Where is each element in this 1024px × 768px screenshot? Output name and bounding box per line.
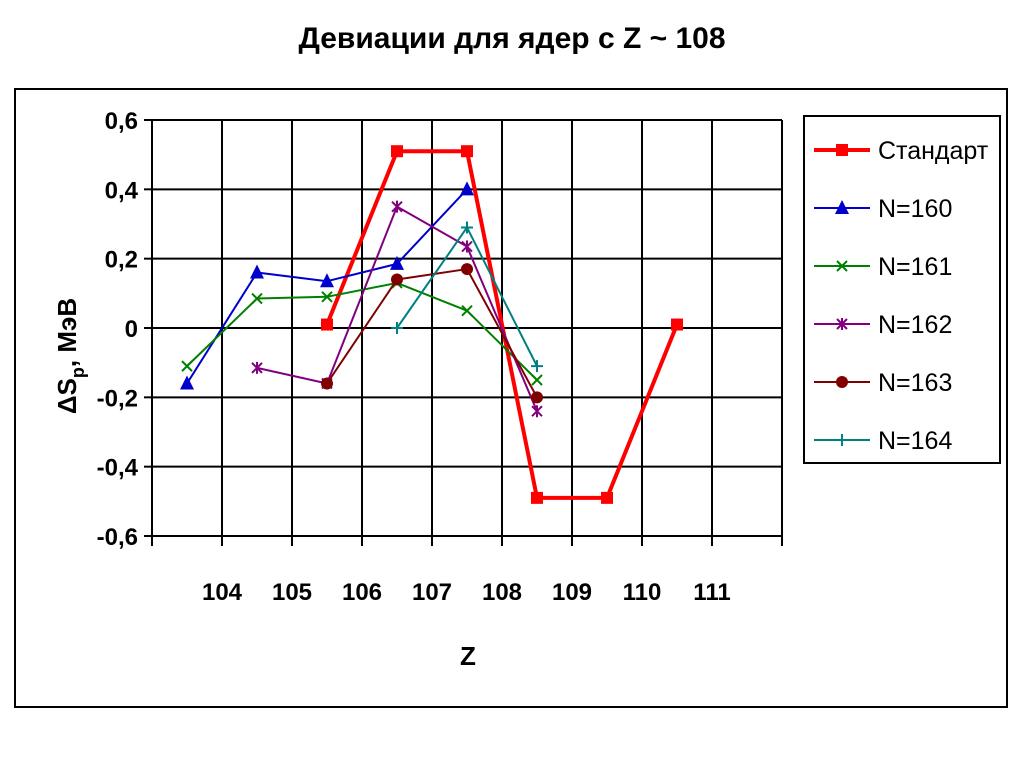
series-5 — [391, 221, 543, 373]
data-point — [531, 491, 543, 504]
data-point — [601, 491, 613, 504]
legend-label: Стандарт — [878, 137, 989, 165]
tick-labels: 0,6 0,4 0,2 0 -0,2 -0,4 -0,6 104 105 106 107 108 109… — [97, 108, 731, 606]
y-tick-label: 0,2 — [105, 247, 138, 274]
y-axis-label-sub: p — [68, 367, 88, 378]
data-point — [251, 292, 263, 305]
y-axis-label-main: ΔS — [52, 378, 82, 414]
series-line — [256, 205, 538, 412]
x-tick-label: 107 — [412, 579, 452, 606]
x-tick-label: 104 — [202, 579, 243, 606]
series-line — [326, 268, 538, 398]
data-point — [390, 255, 404, 270]
data-point — [391, 200, 403, 213]
series-line — [325, 149, 679, 500]
x-tick-label: 108 — [482, 579, 522, 606]
data-point — [391, 322, 403, 334]
legend-entry: N=162 — [814, 311, 952, 339]
legend-label: N=161 — [878, 253, 952, 281]
data-point — [531, 360, 543, 373]
y-tick-label: -0,2 — [97, 385, 138, 412]
legend-swatch-marker — [836, 434, 848, 446]
y-axis-label: ΔSp, МэВ — [52, 298, 88, 414]
axes — [144, 119, 783, 546]
data-point — [531, 374, 543, 386]
data-point — [321, 318, 333, 331]
legend-swatch-marker — [836, 260, 848, 272]
legend-entry: N=163 — [814, 369, 952, 397]
series-0 — [321, 145, 683, 504]
data-point — [461, 145, 473, 158]
data-point — [250, 264, 264, 279]
legend-entry: N=160 — [814, 195, 952, 223]
data-point — [391, 273, 403, 286]
series-line — [186, 281, 538, 381]
data-point — [671, 318, 683, 331]
y-tick-label: 0 — [125, 316, 138, 343]
legend: Стандарт N=160 N=161 N=162 N=163 N=164 — [803, 115, 1001, 464]
x-tick-label: 110 — [623, 579, 662, 606]
legend-entry: Стандарт — [814, 137, 989, 165]
y-tick-label: 0,4 — [105, 177, 139, 204]
x-tick-label: 109 — [552, 579, 592, 606]
legend-swatch-marker — [835, 200, 849, 214]
legend-entry: N=164 — [814, 427, 952, 455]
chart-frame — [14, 88, 1008, 708]
legend-swatch-marker — [836, 318, 848, 330]
data-point — [391, 145, 403, 158]
data-point — [461, 263, 473, 276]
y-tick-label: -0,4 — [97, 455, 139, 482]
data-point — [461, 304, 473, 317]
legend-box — [803, 115, 1001, 464]
y-tick-label: -0,6 — [97, 524, 138, 551]
data-point — [320, 273, 334, 288]
y-axis-label-rest: , МэВ — [52, 298, 82, 367]
data-point — [180, 375, 194, 390]
series-1 — [180, 181, 474, 390]
data-point — [251, 361, 263, 374]
x-tick-label: 105 — [272, 579, 312, 606]
legend-label: N=163 — [878, 369, 952, 397]
y-tick-label: 0,6 — [105, 108, 138, 135]
data-point — [531, 405, 543, 418]
x-tick-label: 111 — [693, 579, 730, 606]
data-point — [531, 391, 543, 404]
legend-label: N=160 — [878, 195, 952, 223]
data-point — [181, 360, 193, 372]
data-point — [460, 181, 474, 196]
series-4 — [321, 263, 543, 404]
legend-entry: N=161 — [814, 253, 952, 281]
series-layer — [180, 145, 683, 504]
legend-label: N=164 — [878, 427, 952, 455]
chart-title: Девиации для ядер с Z ~ 108 — [298, 22, 726, 55]
x-axis-label: Z — [460, 641, 476, 671]
legend-swatch-marker — [836, 144, 848, 156]
grid — [151, 119, 783, 537]
data-point — [461, 221, 473, 234]
data-point — [321, 291, 333, 303]
data-point — [321, 377, 333, 390]
data-point — [461, 240, 473, 253]
x-tick-label: 106 — [342, 579, 382, 606]
legend-label: N=162 — [878, 311, 952, 339]
legend-swatch-marker — [836, 376, 848, 388]
